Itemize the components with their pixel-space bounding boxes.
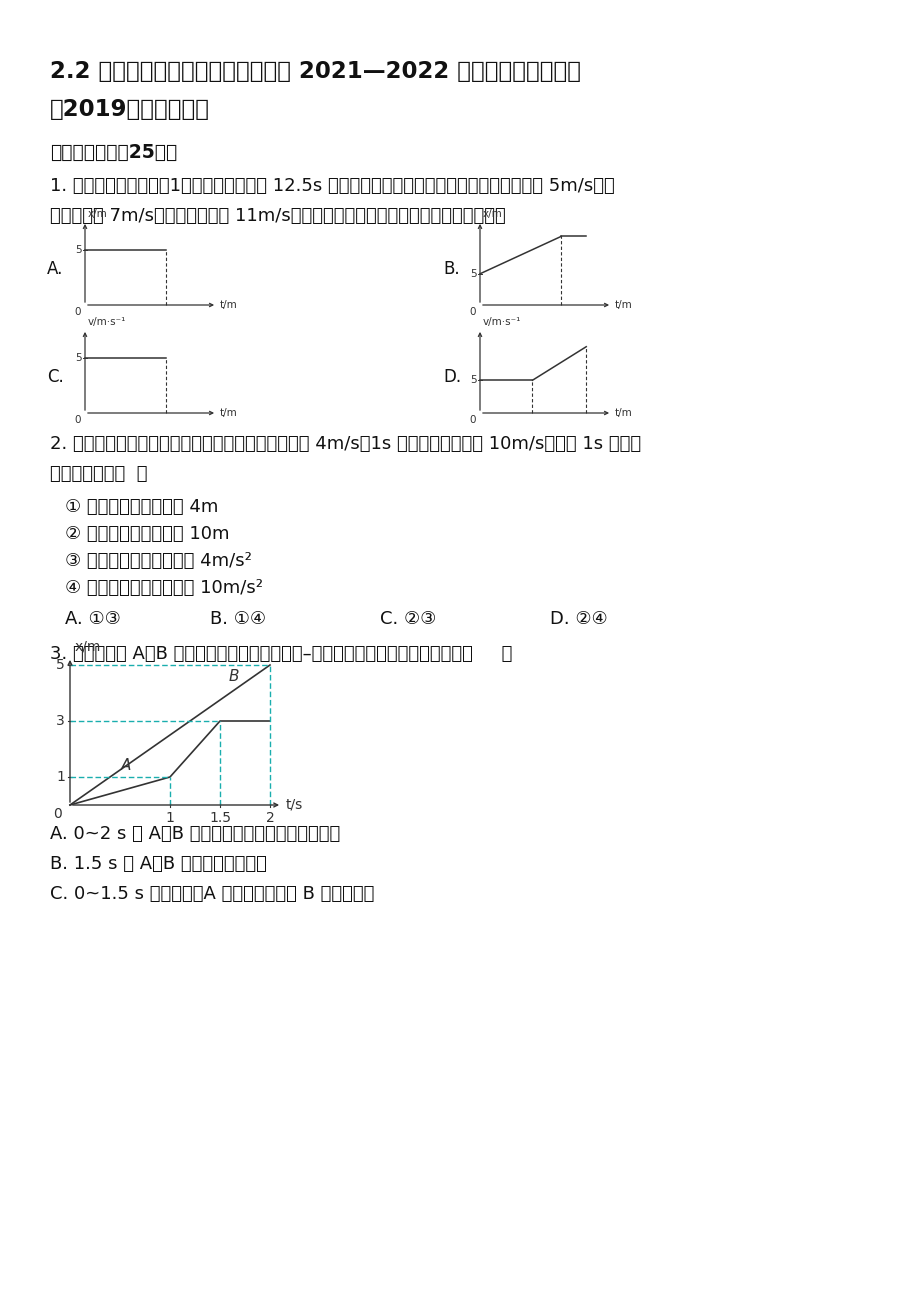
- Text: 5: 5: [75, 245, 82, 255]
- Text: D.: D.: [443, 368, 460, 385]
- Text: t/m: t/m: [220, 408, 237, 418]
- Text: 0: 0: [53, 807, 62, 822]
- Text: t/m: t/m: [614, 299, 632, 310]
- Text: v/m·s⁻¹: v/m·s⁻¹: [88, 316, 126, 327]
- Text: 1: 1: [56, 769, 65, 784]
- Text: C.: C.: [47, 368, 63, 385]
- Text: 0: 0: [74, 307, 81, 316]
- Text: x/m: x/m: [75, 641, 101, 654]
- Text: A: A: [120, 758, 131, 773]
- Text: ③ 加速度的大小可能小于 4m/s²: ③ 加速度的大小可能小于 4m/s²: [65, 552, 252, 570]
- Text: 5: 5: [470, 268, 476, 279]
- Text: 0: 0: [469, 307, 475, 316]
- Text: 3. 如图所示为 A、B 两物体从同一点出发的位移–时间图象，则下列说法正确的是（     ）: 3. 如图所示为 A、B 两物体从同一点出发的位移–时间图象，则下列说法正确的是…: [50, 644, 512, 663]
- Text: 5: 5: [75, 353, 82, 363]
- Text: ④ 加速度的大小可能大于 10m/s²: ④ 加速度的大小可能大于 10m/s²: [65, 579, 263, 598]
- Text: （2019）必修第一册: （2019）必修第一册: [50, 98, 210, 121]
- Text: ① 位移的大小可能小于 4m: ① 位移的大小可能小于 4m: [65, 497, 218, 516]
- Text: 内，该物体的（  ）: 内，该物体的（ ）: [50, 465, 147, 483]
- Text: B. ①④: B. ①④: [210, 611, 266, 628]
- Text: 5: 5: [470, 375, 476, 385]
- Text: A.: A.: [47, 260, 63, 279]
- Text: t/m: t/m: [220, 299, 237, 310]
- Text: 2: 2: [266, 811, 274, 825]
- Text: A. ①③: A. ①③: [65, 611, 120, 628]
- Text: ② 位移的大小可能大于 10m: ② 位移的大小可能大于 10m: [65, 525, 229, 543]
- Text: A. 0~2 s 内 A、B 两物体的运动方向都发生了改变: A. 0~2 s 内 A、B 两物体的运动方向都发生了改变: [50, 825, 340, 842]
- Text: C. ②③: C. ②③: [380, 611, 436, 628]
- Text: D. ②④: D. ②④: [550, 611, 607, 628]
- Text: B. 1.5 s 末 A、B 两物体的速度相同: B. 1.5 s 末 A、B 两物体的速度相同: [50, 855, 267, 874]
- Text: 一、选择题（入25题）: 一、选择题（入25题）: [50, 143, 177, 161]
- Text: v/m·s⁻¹: v/m·s⁻¹: [482, 316, 521, 327]
- Text: C. 0~1.5 s 的时间内，A 的平均速度等于 B 的平均速度: C. 0~1.5 s 的时间内，A 的平均速度等于 B 的平均速度: [50, 885, 374, 904]
- Text: 2. 一物体做匀变速度直线运动，某时刻速度的大小为 4m/s，1s 后的速度大小变为 10m/s，在这 1s 的时间: 2. 一物体做匀变速度直线运动，某时刻速度的大小为 4m/s，1s 后的速度大小…: [50, 435, 641, 453]
- Text: 途的速度为 7m/s，冲刺时达到了 11m/s，能粗略描述小胡同学运动过程的图象是（）: 途的速度为 7m/s，冲刺时达到了 11m/s，能粗略描述小胡同学运动过程的图象…: [50, 207, 505, 225]
- Text: 0: 0: [469, 415, 475, 424]
- Text: x/m: x/m: [482, 210, 502, 219]
- Text: B: B: [229, 669, 239, 684]
- Text: 5: 5: [56, 658, 65, 672]
- Text: x/m: x/m: [88, 210, 108, 219]
- Text: 1: 1: [165, 811, 175, 825]
- Text: 2.2 匀变速直线运动的规律同步练习 2021—2022 学年高中物理粤教版: 2.2 匀变速直线运动的规律同步练习 2021—2022 学年高中物理粤教版: [50, 60, 581, 83]
- Text: 0: 0: [74, 415, 81, 424]
- Text: 3: 3: [56, 713, 65, 728]
- Text: t/s: t/s: [286, 798, 303, 812]
- Text: t/m: t/m: [614, 408, 632, 418]
- Text: 1. 百米赛跡中，高三（1）班的小胡同学以 12.5s 的好成绩取得了决赛第一名，他的起跑速度为 5m/s，中: 1. 百米赛跡中，高三（1）班的小胡同学以 12.5s 的好成绩取得了决赛第一名…: [50, 177, 614, 195]
- Text: B.: B.: [443, 260, 460, 279]
- Text: 1.5: 1.5: [209, 811, 231, 825]
